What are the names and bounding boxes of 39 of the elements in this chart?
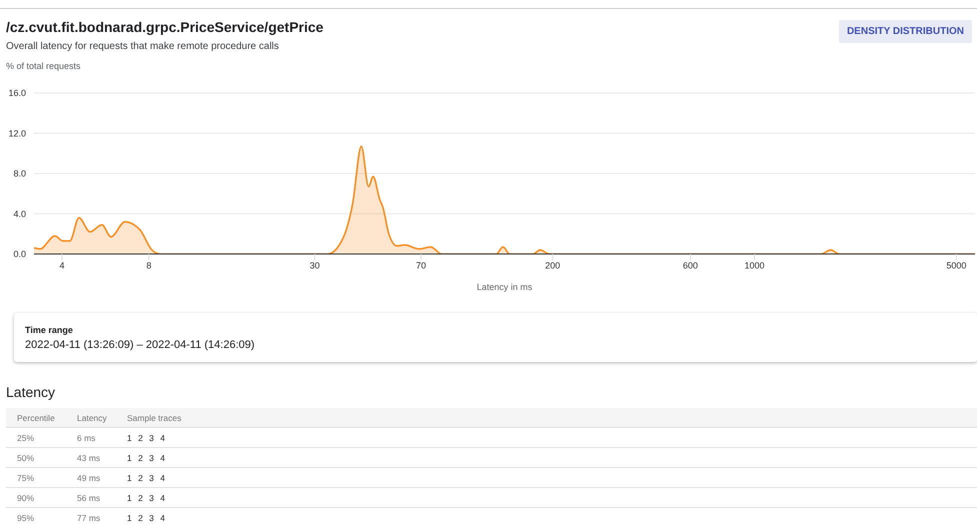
x-tick-label: 70 (416, 260, 426, 270)
y-tick-label: 4.0 (13, 208, 26, 219)
category-label: 95% (16, 512, 36, 522)
text: DENSITY DISTRIBUTION (838, 20, 972, 43)
y-tick-label: 16.0 (8, 88, 26, 98)
text: 1 2 3 4 (127, 432, 165, 442)
text: 77 ms (77, 512, 100, 522)
text: 56 ms (77, 492, 100, 502)
text: 1 2 3 4 (127, 492, 165, 502)
text: 1 2 3 4 (127, 512, 165, 522)
x-tick-label: 600 (682, 260, 698, 270)
text: Percentile (16, 412, 56, 422)
text: 2022-04-11 (13:26:09) – 2022-04-11 (14:26:09) (25, 339, 255, 351)
category-label: 25% (16, 432, 36, 442)
x-tick-label: 4 (59, 260, 64, 270)
chart-subtitle: Overall latency for requests that make remote procedure calls (6, 41, 279, 52)
text: Latency (6, 384, 56, 402)
y-tick-label: 8.0 (13, 168, 26, 179)
text: Sample traces (127, 412, 182, 422)
text: Time range (25, 325, 73, 335)
x-tick-label: 5000 (946, 260, 966, 270)
chart-title: /cz.cvut.fit.bodnarad.grpc.PriceService/getPrice (6, 19, 324, 35)
text: Latency (77, 412, 108, 422)
category-label: 90% (16, 492, 36, 502)
text: 43 ms (77, 452, 100, 462)
category-label: 50% (16, 452, 36, 462)
text: 6 ms (77, 432, 96, 442)
x-tick-label: 30 (310, 260, 320, 270)
y-tick-label: 0.0 (13, 249, 26, 260)
x-tick-label: 8 (146, 260, 152, 270)
category-label: 75% (16, 472, 36, 482)
text: 1 2 3 4 (127, 472, 165, 482)
x-tick-label: 1000 (744, 260, 765, 270)
text: 1 2 3 4 (127, 452, 165, 462)
y-axis-title: % of total requests (6, 61, 81, 71)
y-tick-label: 12.0 (8, 128, 26, 138)
text: 49 ms (77, 472, 100, 482)
x-axis-title: Latency in ms (476, 282, 533, 292)
x-tick-label: 200 (545, 260, 560, 270)
